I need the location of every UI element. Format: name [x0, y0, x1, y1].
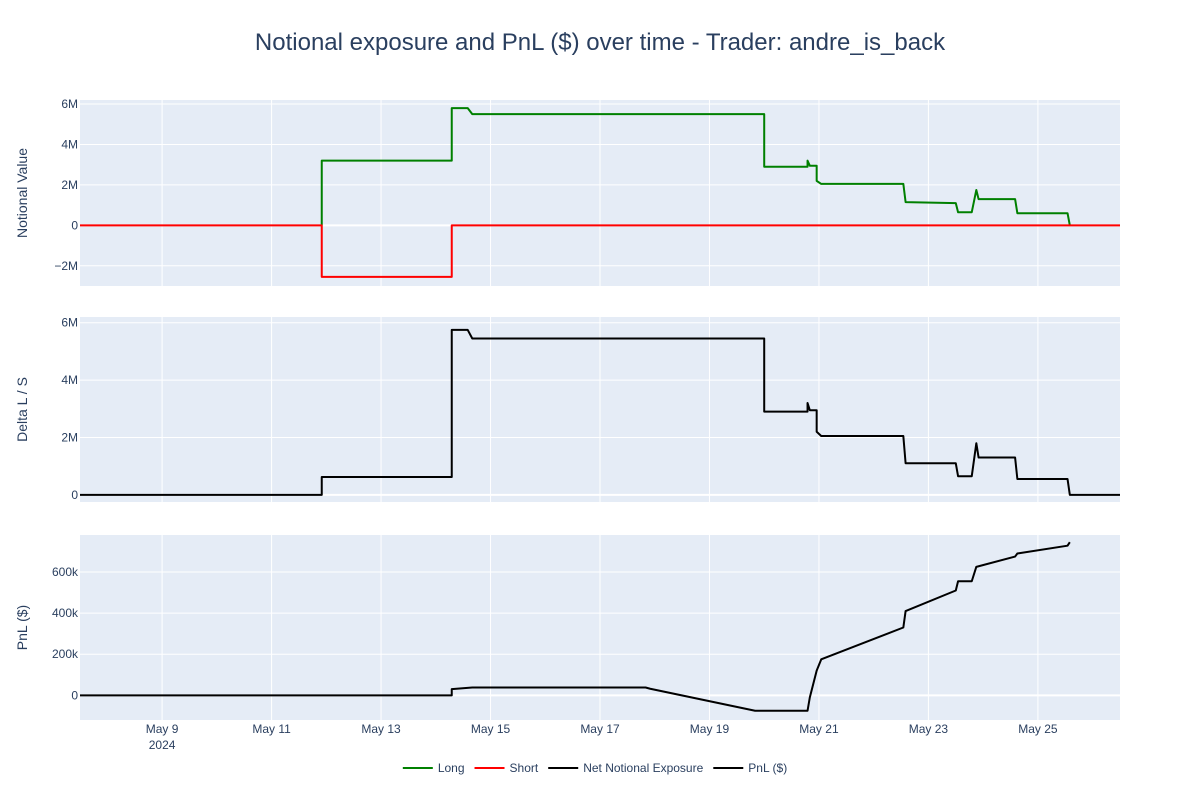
x-tick-label: May 11 — [252, 722, 291, 736]
y-tick-label: −2M — [54, 259, 78, 273]
legend-item[interactable]: Long — [402, 761, 465, 775]
y-tick-label: 200k — [52, 647, 79, 661]
y-tick-label: 0 — [71, 488, 78, 502]
legend-label: Short — [510, 761, 539, 775]
chart-title: Notional exposure and PnL ($) over time … — [255, 29, 946, 56]
x-tick-label: May 25 — [1018, 722, 1058, 736]
series-line-net-notional-exposure[interactable] — [80, 328, 1120, 496]
x-tick-label: May 21 — [799, 722, 839, 736]
legend-item[interactable]: PnL ($) — [713, 761, 787, 775]
legend-label: Net Notional Exposure — [583, 761, 703, 775]
y-axis-title: PnL ($) — [14, 605, 30, 650]
series-line-pnl[interactable] — [80, 541, 1071, 712]
x-tick-label: May 9 — [146, 722, 179, 736]
panels-layer: −2M 0 2M 4M 6M Notional Value 0 2M 4M 6M Delta L /… — [14, 97, 1120, 720]
x-tick-year-label: 2024 — [149, 738, 176, 752]
x-tick-label: May 23 — [909, 722, 949, 736]
y-tick-label: 400k — [52, 606, 79, 620]
x-tick-label: May 13 — [361, 722, 401, 736]
y-axis-title: Delta L / S — [14, 377, 30, 442]
y-tick-label: 6M — [61, 316, 78, 330]
series-line-short[interactable] — [80, 224, 1120, 278]
y-tick-label: 4M — [61, 373, 78, 387]
y-tick-label: 4M — [61, 137, 78, 151]
panel-3: 0 200k 400k 600k PnL ($) — [14, 535, 1120, 720]
legend-item[interactable]: Net Notional Exposure — [548, 761, 704, 775]
y-tick-label: 2M — [61, 178, 78, 192]
y-axis-title: Notional Value — [14, 148, 30, 238]
legend[interactable]: Long Short Net Notional Exposure PnL ($) — [402, 761, 787, 775]
y-tick-label: 600k — [52, 565, 79, 579]
panel-2: 0 2M 4M 6M Delta L / S — [14, 316, 1120, 502]
legend-label: PnL ($) — [748, 761, 787, 775]
legend-label: Long — [438, 761, 465, 775]
x-tick-label: May 17 — [580, 722, 620, 736]
y-tick-label: 2M — [61, 430, 78, 444]
x-tick-label: May 15 — [471, 722, 511, 736]
y-tick-label: 0 — [71, 218, 78, 232]
y-tick-label: 6M — [61, 97, 78, 111]
legend-item[interactable]: Short — [474, 761, 539, 775]
panel-1: −2M 0 2M 4M 6M Notional Value — [14, 97, 1120, 286]
x-tick-label: May 19 — [690, 722, 730, 736]
y-tick-label: 0 — [71, 688, 78, 702]
x-axis: May 9 2024 May 11 May 13 May 15 May 17 May 19 M… — [146, 722, 1058, 752]
series-line-long[interactable] — [320, 107, 1071, 226]
